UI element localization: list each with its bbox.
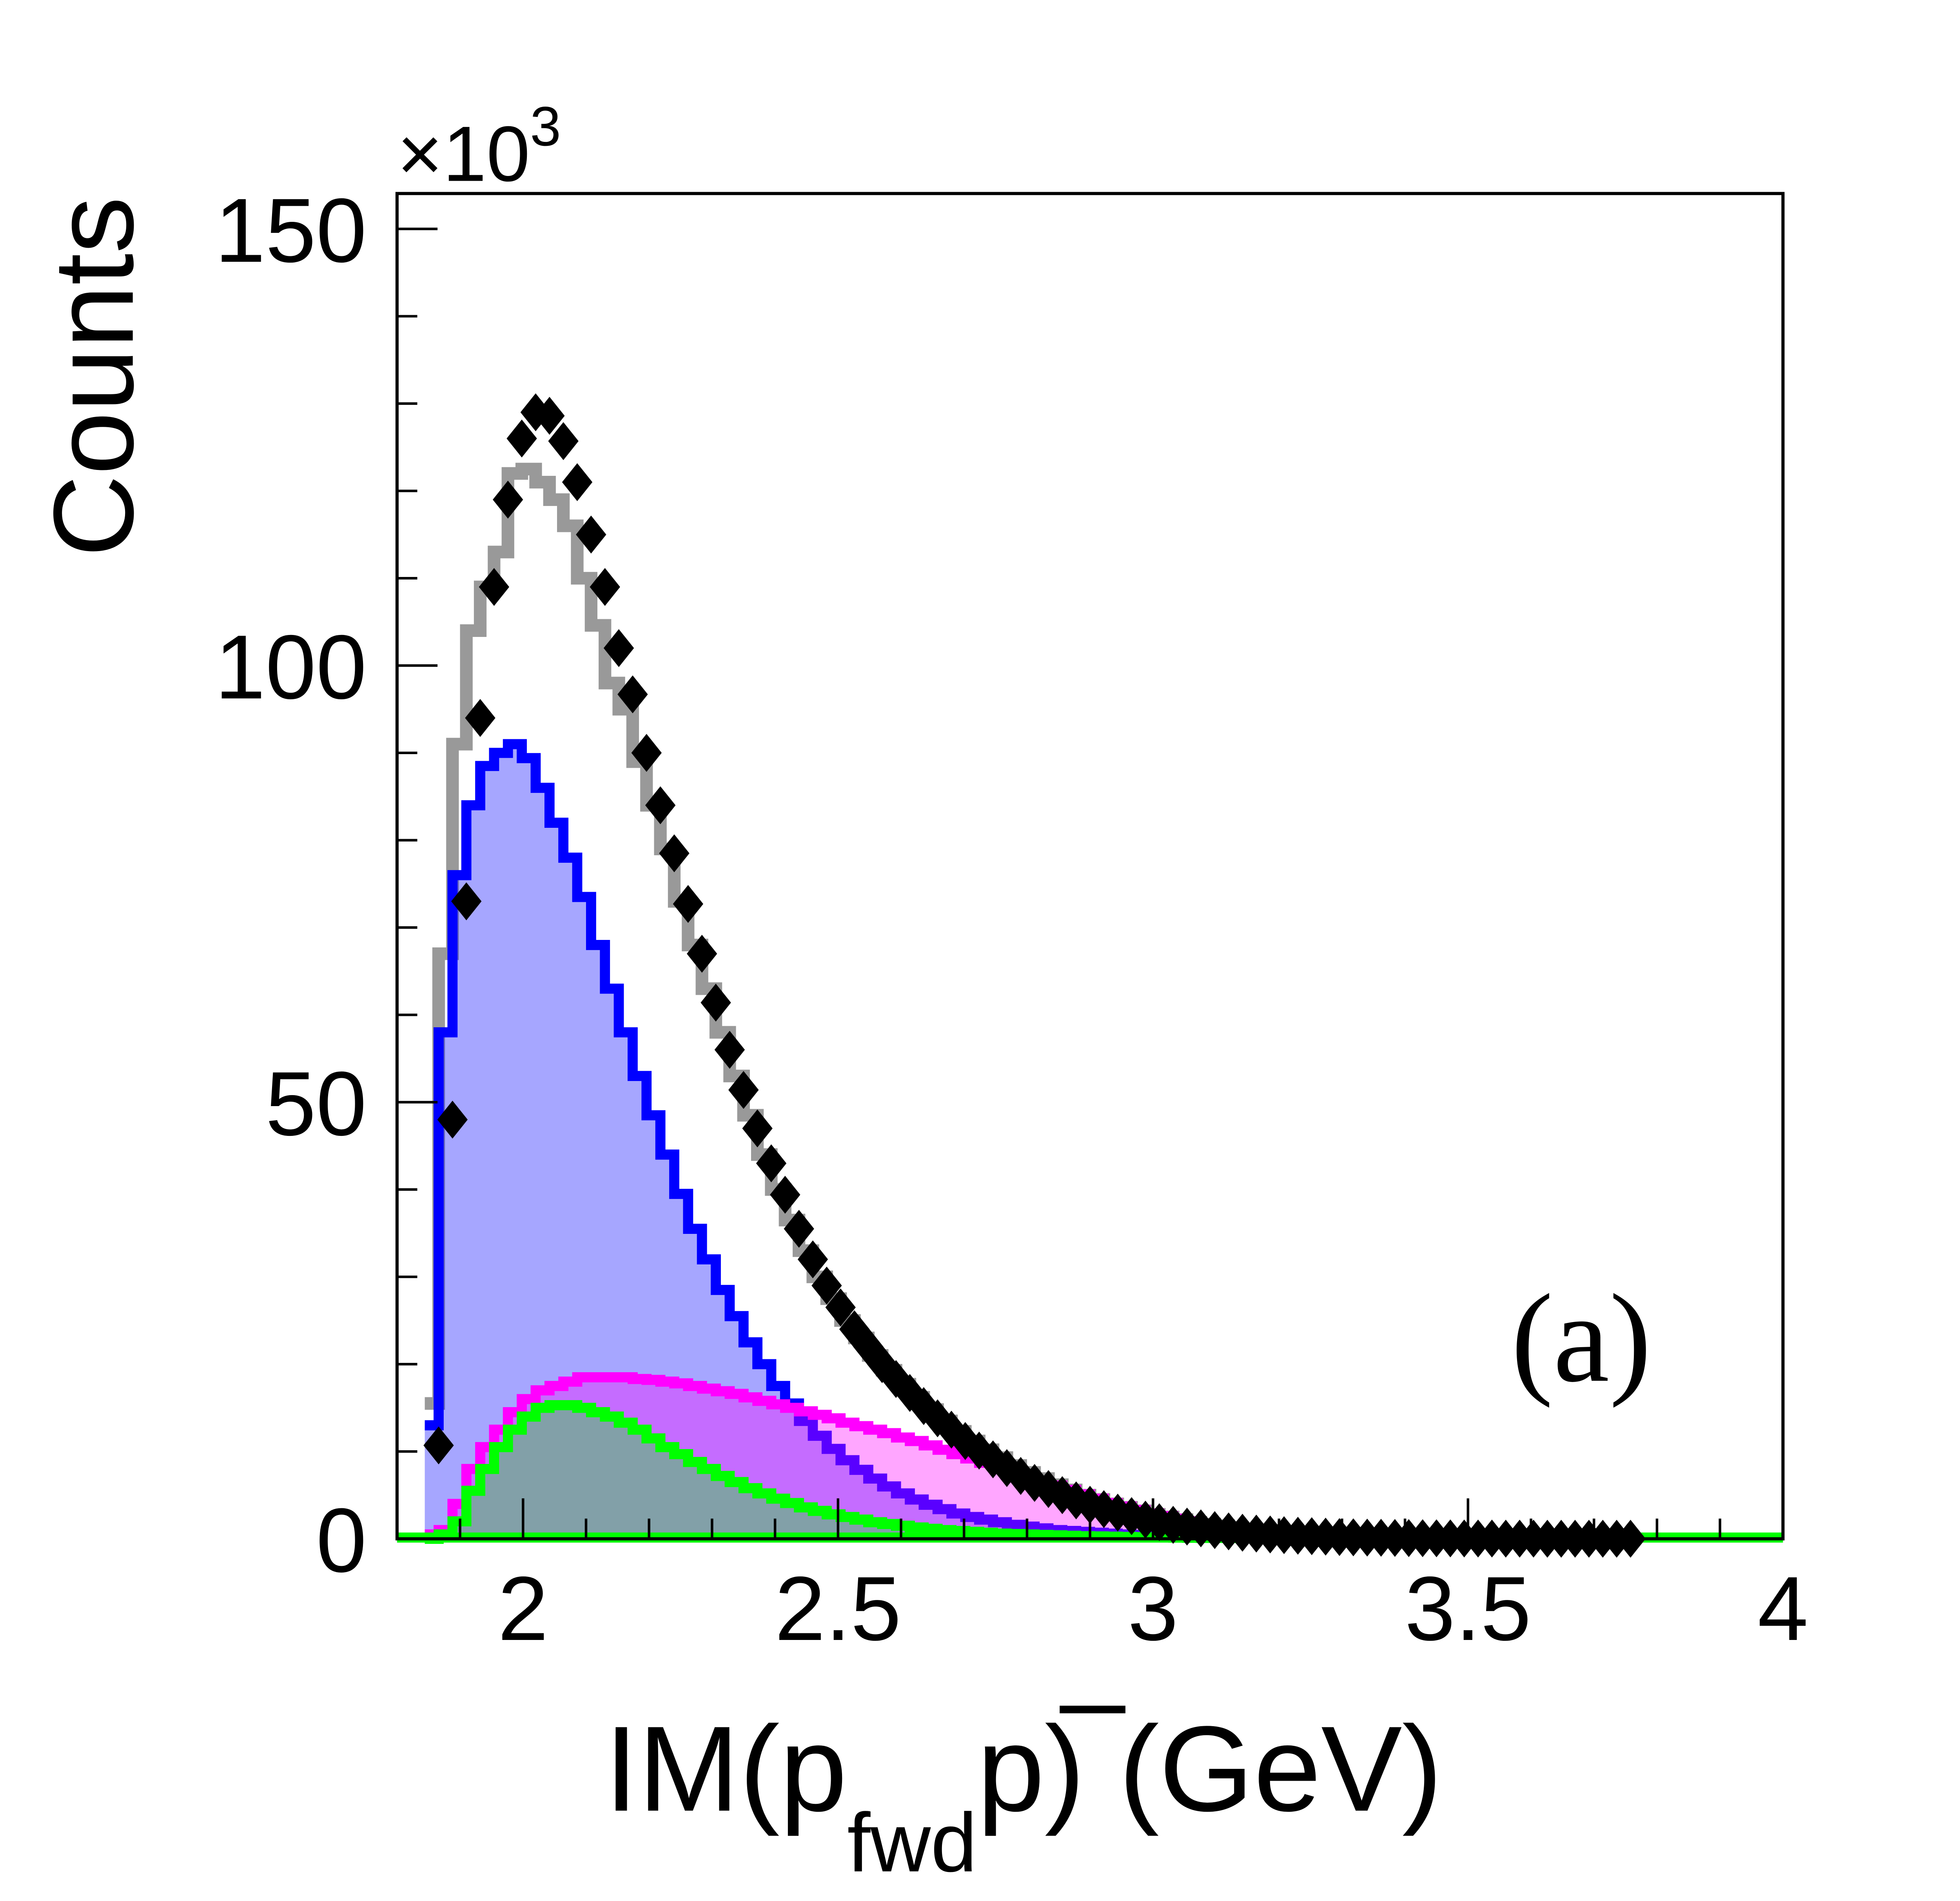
y-multiplier-exponent: 3 [530, 96, 561, 158]
y-multiplier: ×103 [397, 96, 561, 198]
data-point [770, 1175, 800, 1214]
data-point [562, 463, 593, 501]
data-point [645, 786, 676, 824]
data-point [714, 1030, 745, 1069]
x-tick-label: 2.5 [775, 1558, 901, 1660]
data-point [534, 397, 565, 435]
x-label-pbar: p [977, 1701, 1045, 1838]
x-label-subscript: fwd [847, 1796, 977, 1889]
data-point [493, 481, 523, 519]
data-point [701, 983, 731, 1022]
data-point [742, 1109, 773, 1148]
data-point [423, 1426, 454, 1464]
y-multiplier-base: ×10 [397, 110, 530, 198]
data-point [673, 885, 704, 923]
data-point [437, 1101, 468, 1139]
x-tick-label: 4 [1758, 1558, 1808, 1660]
data-point [465, 699, 495, 737]
data-point [756, 1144, 787, 1183]
data-point [451, 882, 482, 920]
x-tick-label: 3 [1128, 1558, 1178, 1660]
component-1-fill [425, 744, 1478, 1539]
axis-ticks: 0 50 100 150 2 2.5 3 3.5 4 [215, 180, 1808, 1660]
data-point [687, 934, 717, 973]
component-3-fill [425, 1405, 1478, 1539]
y-tick-label: 100 [215, 617, 367, 718]
data-point [728, 1071, 759, 1109]
y-tick-label: 50 [265, 1053, 367, 1155]
y-tick-label: 150 [215, 180, 367, 281]
x-label-main: IM(p [604, 1701, 847, 1838]
data-point [631, 734, 662, 772]
data-point [880, 1360, 911, 1398]
y-axis-label: Counts [30, 197, 157, 557]
x-tick-label: 3.5 [1405, 1558, 1531, 1660]
data-point [825, 1288, 856, 1326]
panel-label: (a) [1511, 1268, 1651, 1409]
x-tick-label: 2 [498, 1558, 548, 1660]
data-point [603, 629, 634, 667]
x-axis-label: IM(pfwdp) (GeV) [604, 1701, 1443, 1890]
x-label-tail: ) (GeV) [1045, 1701, 1443, 1838]
y-tick-label: 0 [316, 1490, 367, 1591]
data-point [617, 675, 648, 713]
data-point [659, 834, 690, 873]
